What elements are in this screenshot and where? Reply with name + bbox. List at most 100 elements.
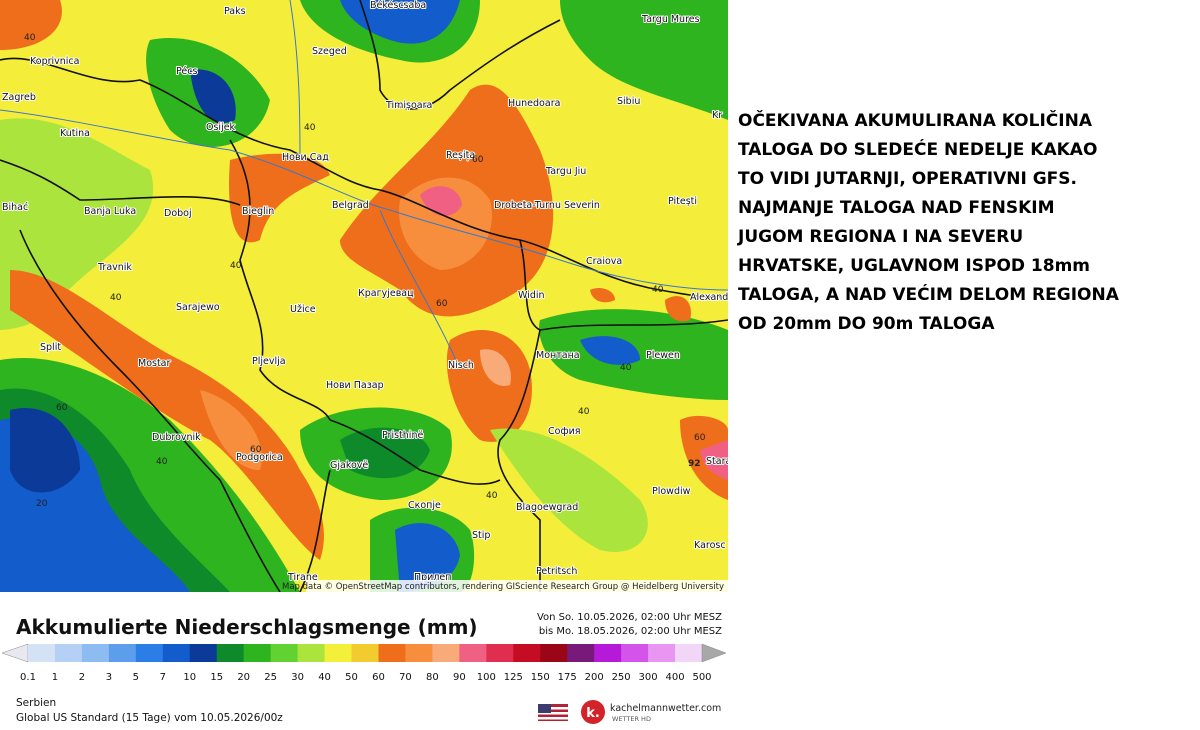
city-label: Stara	[706, 456, 731, 467]
colorbar-label: 1	[52, 672, 58, 683]
field	[395, 523, 460, 592]
city-label: Plewen	[646, 350, 680, 361]
city-label: Bihać	[2, 202, 28, 213]
colorbar-label: 100	[477, 672, 496, 683]
contour-label: 40	[156, 457, 168, 467]
city-label: Targu Jiu	[545, 166, 586, 177]
contour-label: 60	[436, 299, 448, 309]
city-label: Doboj	[164, 208, 192, 219]
annotation-line: TALOGA DO SLEDEĆE NEDELJE KAKAO	[738, 138, 1097, 160]
field	[0, 0, 62, 50]
city-label: Монтана	[536, 350, 580, 361]
border	[229, 139, 331, 421]
city-label: Szeged	[312, 46, 347, 57]
field	[700, 440, 728, 480]
city-label: Petritsch	[536, 566, 577, 577]
city-label: Pristhinë	[382, 430, 423, 441]
city-label: Alexand	[690, 292, 728, 303]
logo-text: k.	[586, 706, 600, 721]
contour-label: 40	[110, 293, 122, 303]
colorbar-label: 175	[558, 672, 577, 683]
field	[340, 0, 460, 44]
city-label: Reșița	[446, 150, 475, 161]
colorbar-label: 0.1	[20, 672, 36, 683]
border	[329, 419, 501, 485]
contour-label: 92	[688, 459, 701, 469]
city-label: Travnik	[97, 262, 132, 273]
colorbar-label: 25	[264, 672, 277, 683]
border	[0, 57, 728, 298]
legend-title: Akkumulierte Niederschlagsmenge (mm)	[16, 615, 478, 639]
city-label: Stip	[472, 530, 490, 541]
field	[580, 336, 640, 365]
colorbar-arrow	[701, 643, 727, 663]
city-label: Užice	[290, 304, 316, 315]
colorbar-arrow	[1, 643, 29, 663]
border	[299, 469, 331, 592]
annotation: OČEKIVANA AKUMULIRANA KOLIČINA TALOGA DO …	[737, 109, 1120, 334]
city-label: Plowdiw	[652, 486, 691, 497]
colorbar-cell	[378, 644, 406, 662]
flag-stripe	[538, 707, 568, 710]
colorbar-label: 400	[665, 672, 684, 683]
colorbar-cell	[432, 644, 460, 662]
city-label: Mostar	[138, 358, 171, 369]
colorbar-label: 250	[612, 672, 631, 683]
borders	[0, 0, 728, 592]
city-label: Paks	[224, 6, 246, 17]
annotation-line: JUGOM REGIONA I NA SEVERU	[737, 227, 1023, 247]
colorbar-label: 60	[372, 672, 385, 683]
colorbar-cell	[189, 644, 218, 662]
annotation-line: HRVATSKE, UGLAVNOM ISPOD 18mm	[738, 256, 1090, 276]
colorbar-label: 90	[453, 672, 466, 683]
region: Serbien	[16, 697, 56, 709]
brand-sub: WETTER HD	[612, 715, 651, 723]
annotation-line: OČEKIVANA AKUMULIRANA KOLIČINA	[738, 109, 1093, 131]
colorbar-cell	[486, 644, 514, 662]
city-label: Pljevlja	[252, 356, 286, 367]
colorbar-cell	[405, 644, 433, 662]
city-label: Pécs	[176, 66, 197, 77]
colorbar-label: 7	[160, 672, 166, 683]
city-label: Sarajewo	[176, 302, 220, 313]
city-label: Osijek	[206, 122, 236, 133]
colorbar-cell	[216, 644, 245, 662]
border	[497, 239, 541, 592]
flag-stripe	[538, 712, 568, 715]
colorbar-label: 150	[531, 672, 550, 683]
field	[200, 390, 262, 470]
colorbar-label: 10	[183, 672, 196, 683]
annotation-line: TO VIDI JUTARNJI, OPERATIVNI GFS.	[738, 169, 1077, 189]
city-label: Craiova	[586, 256, 622, 267]
field	[590, 288, 615, 303]
colorbar-cell	[351, 644, 379, 662]
model-info: Global US Standard (15 Tage) vom 10.05.2…	[16, 712, 283, 724]
period-from: Von So. 10.05.2026, 02:00 Uhr MESZ	[537, 612, 722, 623]
city-label: Koprivnica	[30, 56, 79, 67]
river	[379, 209, 461, 371]
city-label: Hunedoara	[508, 98, 560, 109]
annotation-line: TALOGA, A NAD VEĆIM DELOM REGIONA	[738, 283, 1120, 305]
colorbar-label: 40	[318, 672, 331, 683]
city-label: Timișoara	[385, 100, 432, 111]
colorbar-label: 200	[585, 672, 604, 683]
city-label: Karosc	[694, 540, 726, 551]
contour-label: 40	[578, 407, 590, 417]
colorbar-cell	[540, 644, 568, 662]
flag-stripe	[538, 717, 568, 720]
city-label: Drobeta-Turnu Severin	[494, 200, 600, 211]
city-label: Kutina	[60, 128, 90, 139]
border	[359, 0, 561, 110]
colorbar-cell	[513, 644, 541, 662]
field	[560, 0, 728, 120]
colorbar-label: 30	[291, 672, 304, 683]
contour-labels: 40 40 60 40 40 60 40 60 40 40 60 92 40 20 40 60	[24, 33, 706, 509]
field	[340, 427, 430, 479]
contour-label: 40	[620, 363, 632, 373]
colorbar-cell	[648, 644, 676, 662]
city-label: София	[548, 426, 580, 437]
colorbar-cell	[675, 644, 703, 662]
flag-canton	[538, 704, 551, 713]
colorbar-cell	[135, 644, 164, 662]
